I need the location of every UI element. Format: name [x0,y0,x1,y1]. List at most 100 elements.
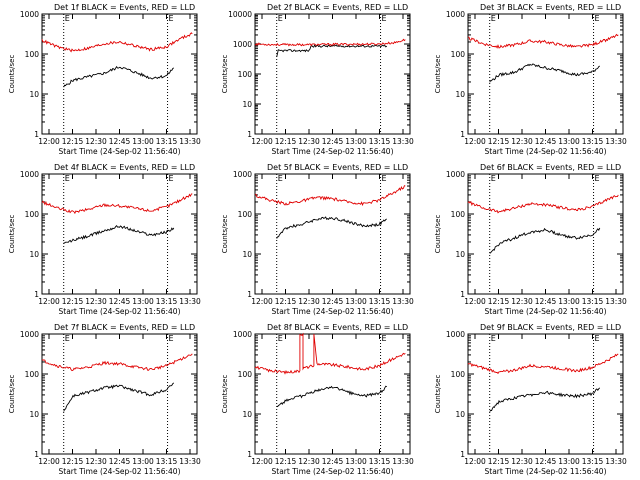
x-tick-label: 13:15 [369,297,391,306]
plot-frame [41,333,198,455]
x-tick-label: 12:00 [251,457,273,466]
y-tick-label: 1000 [20,330,39,339]
x-tick-label: 13:15 [156,137,178,146]
y-tick-label: 1 [34,450,39,459]
x-tick-label: 12:00 [464,137,486,146]
x-axis-label: Start Time (24-Sep-02 11:56:40) [485,307,607,316]
interval-marker-label: E [65,334,70,343]
interval-marker-label: E [278,174,283,183]
x-tick-label: 13:30 [605,297,627,306]
y-tick-label: 10 [455,250,465,259]
interval-marker-label: E [491,14,496,23]
x-tick-label: 12:15 [62,297,84,306]
y-tick-label: 1000 [233,330,252,339]
chart-title: Det 5f BLACK = Events, RED = LLD [267,163,408,172]
x-tick-label: 13:15 [582,297,604,306]
y-tick-label: 10 [455,410,465,419]
interval-marker-label: E [65,14,70,23]
interval-marker-label: E [491,174,496,183]
x-tick-label: 13:00 [558,457,580,466]
plot-frame [254,173,411,295]
events-series-line [276,44,388,58]
x-tick-label: 12:15 [275,297,297,306]
lld-series-line [41,193,193,215]
y-tick-label: 1 [247,450,252,459]
y-axis-label: Counts/sec [8,375,16,414]
detector-chart: Det 4f BLACK = Events, RED = LLD 1 10 100 10… [8,163,201,316]
y-tick-label: 10 [29,410,39,419]
x-tick-label: 13:30 [392,457,414,466]
lld-series-line [254,38,406,47]
y-tick-label: 1000 [20,10,39,19]
plot-frame [254,13,411,135]
y-tick-label: 100 [238,210,253,219]
x-tick-label: 13:30 [179,137,201,146]
lld-series-line [41,353,193,372]
x-tick-label: 12:00 [38,457,60,466]
x-axis-label: Start Time (24-Sep-02 11:56:40) [485,467,607,476]
lld-series-line [467,353,619,375]
y-axis-label: Counts/sec [434,55,442,94]
y-tick-label: 1000 [233,170,252,179]
detector-chart: Det 5f BLACK = Events, RED = LLD 1 10 100 10… [221,163,414,316]
x-tick-label: 13:15 [582,457,604,466]
x-tick-label: 13:15 [156,457,178,466]
events-series-line [276,385,388,408]
x-axis-label: Start Time (24-Sep-02 11:56:40) [272,467,394,476]
x-tick-label: 13:00 [345,137,367,146]
x-tick-label: 13:15 [369,137,391,146]
x-axis-label: Start Time (24-Sep-02 11:56:40) [485,147,607,156]
interval-marker-label: E [169,334,174,343]
y-tick-label: 1000 [20,170,39,179]
y-tick-label: 10 [29,250,39,259]
detector-chart: Det 7f BLACK = Events, RED = LLD 1 10 100 10… [8,323,201,476]
lld-series-line [254,332,406,375]
y-tick-label: 100 [451,210,466,219]
x-tick-label: 13:00 [132,297,154,306]
x-tick-label: 12:15 [62,137,84,146]
chart-title: Det 3f BLACK = Events, RED = LLD [480,3,621,12]
plot-frame [41,173,198,295]
x-tick-label: 12:45 [322,137,344,146]
plot-frame [467,13,624,135]
interval-marker-label: E [595,174,600,183]
interval-marker-label: E [169,14,174,23]
x-tick-label: 12:45 [535,297,557,306]
y-tick-label: 10 [29,90,39,99]
x-tick-label: 13:30 [392,137,414,146]
y-axis-label: Counts/sec [8,215,16,254]
lld-series-line [468,33,619,49]
y-tick-label: 100 [451,370,466,379]
events-series-line [63,225,175,244]
interval-marker-label: E [65,174,70,183]
chart-title: Det 2f BLACK = Events, RED = LLD [267,3,408,12]
events-series-line [63,65,175,88]
y-axis-label: Counts/sec [434,375,442,414]
x-tick-label: 13:15 [369,457,391,466]
x-tick-label: 13:00 [132,137,154,146]
detector-chart: Det 3f BLACK = Events, RED = LLD 1 10 100 10… [434,3,627,156]
x-tick-label: 13:30 [605,457,627,466]
x-tick-label: 13:00 [558,297,580,306]
y-axis-label: Counts/sec [221,375,229,414]
lld-series-line [254,185,406,207]
plot-frame [467,333,624,455]
y-axis-label: Counts/sec [8,55,16,94]
x-tick-label: 12:30 [298,297,320,306]
chart-title: Det 8f BLACK = Events, RED = LLD [267,323,408,332]
events-series-line [489,227,601,254]
y-tick-label: 100 [25,210,40,219]
y-tick-label: 1000 [446,170,465,179]
x-tick-label: 12:30 [85,457,107,466]
detector-chart: Det 8f BLACK = Events, RED = LLD 1 10 100 10… [221,323,414,476]
x-tick-label: 12:15 [488,457,510,466]
x-tick-label: 13:00 [345,457,367,466]
y-tick-label: 1000 [446,330,465,339]
interval-marker-label: E [595,14,600,23]
interval-marker-label: E [491,334,496,343]
interval-marker-label: E [169,174,174,183]
y-tick-label: 1000 [446,10,465,19]
y-tick-label: 1 [34,290,39,299]
interval-marker-label: E [595,334,600,343]
y-tick-label: 1 [460,130,465,139]
